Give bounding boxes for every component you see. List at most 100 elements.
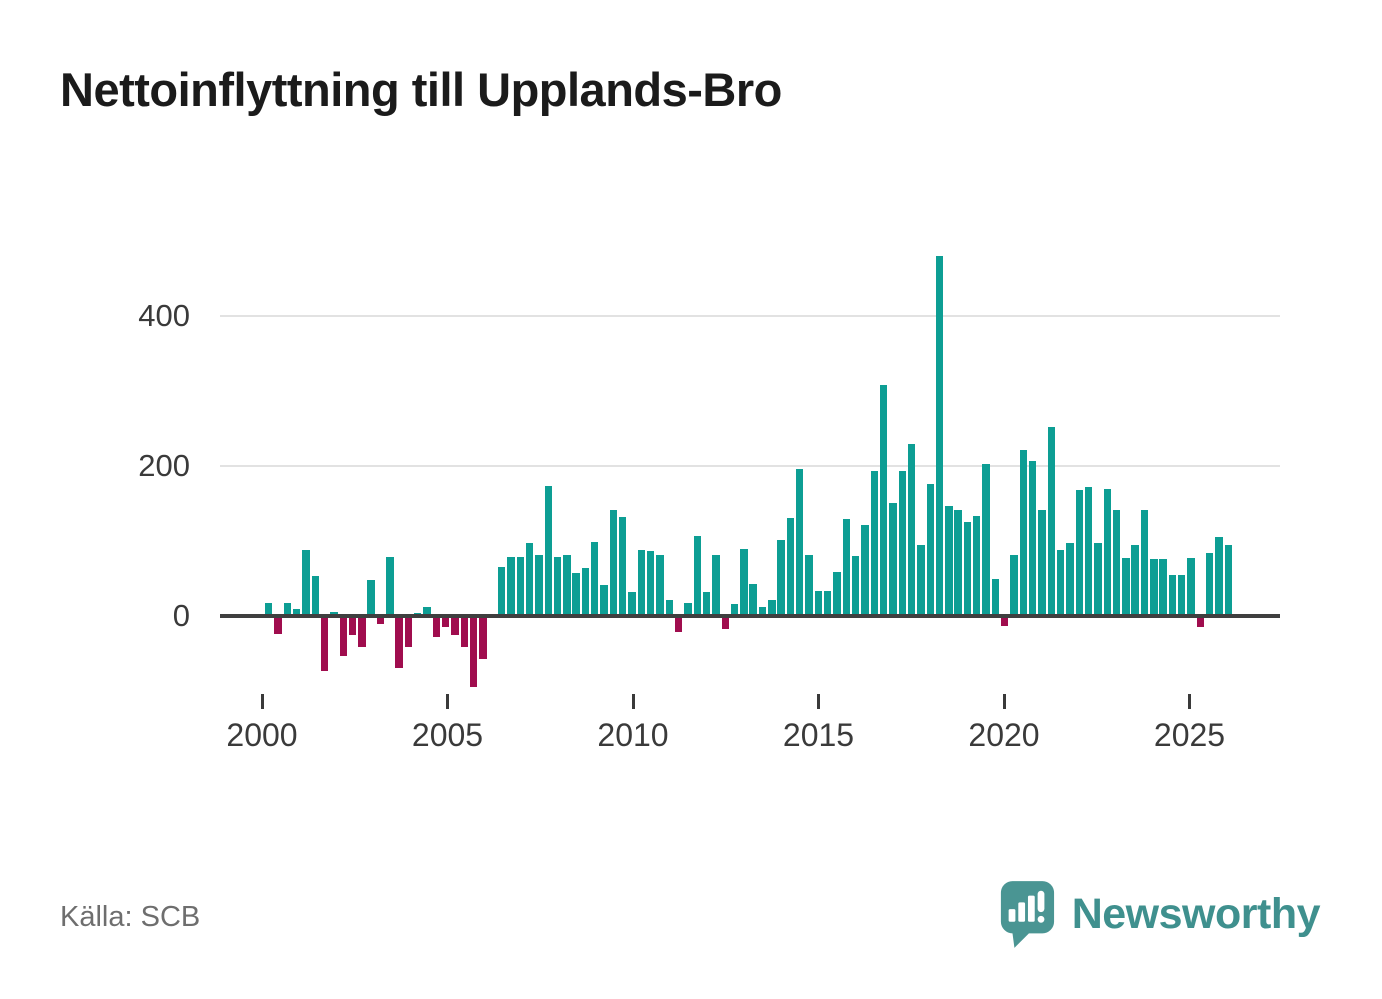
bar-2003-q1 — [376, 618, 385, 624]
bar-2024-q1 — [1159, 559, 1167, 616]
bar-2010-q4 — [665, 600, 674, 616]
bar-2021-q1 — [1047, 427, 1056, 616]
bar-2012-q3 — [730, 604, 739, 616]
bar-2005-q3 — [469, 618, 478, 687]
bar-2013-q3 — [768, 600, 776, 616]
bar-2014-q4 — [814, 591, 823, 616]
bar-2010-q2 — [646, 550, 655, 616]
bar-2009-q1 — [600, 585, 608, 616]
bar-2022-q2 — [1094, 542, 1102, 616]
bar-2000-q3 — [283, 603, 292, 616]
bar-2010-q3 — [656, 555, 664, 616]
bar-2021-q3 — [1066, 542, 1074, 616]
bar-2015-q4 — [851, 556, 860, 616]
bar-2025-q4 — [1224, 544, 1233, 616]
bar-2021-q4 — [1075, 490, 1083, 616]
bar-2016-q2 — [870, 471, 878, 616]
x-axis-label-2010: 2010 — [597, 717, 669, 753]
bar-2019-q4 — [1001, 618, 1009, 626]
bar-2021-q2 — [1056, 550, 1065, 616]
bar-2017-q4 — [926, 484, 934, 616]
bar-2004-q3 — [432, 618, 441, 637]
bar-2018-q3 — [954, 509, 962, 616]
bar-2022-q3 — [1103, 489, 1111, 616]
x-axis-zero-line — [220, 614, 1280, 618]
bar-2019-q1 — [973, 516, 981, 616]
bar-2001-q4 — [330, 611, 338, 616]
y-axis-label-0: 0 — [172, 598, 190, 633]
bar-2015-q3 — [842, 518, 851, 616]
x-tick-2015 — [817, 694, 820, 709]
bar-2002-q4 — [367, 580, 375, 616]
bar-2000-q2 — [274, 618, 282, 634]
bar-2008-q3 — [581, 568, 590, 616]
bar-2024-q4 — [1187, 558, 1195, 616]
bar-2013-q2 — [758, 607, 767, 616]
bar-2023-q4 — [1150, 559, 1158, 616]
bar-2007-q2 — [535, 554, 543, 616]
bar-2006-q3 — [507, 556, 515, 616]
x-tick-2025 — [1188, 694, 1191, 709]
bar-2019-q2 — [982, 463, 990, 616]
bar-2008-q1 — [563, 555, 571, 616]
bar-2025-q2 — [1206, 553, 1214, 616]
bar-2000-q4 — [292, 609, 301, 616]
bar-2009-q4 — [628, 592, 636, 616]
bar-2017-q3 — [917, 544, 925, 616]
bar-2018-q4 — [963, 521, 972, 616]
bar-2020-q2 — [1019, 450, 1028, 616]
bar-2003-q4 — [404, 618, 413, 648]
x-axis-label-2005: 2005 — [411, 717, 484, 753]
bar-2011-q1 — [674, 618, 683, 633]
bar-2018-q2 — [945, 505, 953, 616]
bar-2020-q1 — [1010, 554, 1018, 616]
bar-2005-q2 — [460, 618, 469, 647]
bar-2016-q3 — [879, 385, 888, 616]
gridline-200 — [220, 465, 1280, 467]
bar-2011-q3 — [693, 535, 701, 616]
bar-2022-q1 — [1084, 487, 1093, 616]
bar-2023-q3 — [1140, 509, 1149, 616]
bar-2003-q3 — [395, 618, 403, 669]
bar-2017-q1 — [898, 471, 906, 616]
bar-2014-q3 — [805, 554, 813, 616]
bar-2005-q1 — [451, 618, 459, 636]
bar-2007-q1 — [525, 543, 534, 616]
bar-2025-q3 — [1215, 536, 1223, 616]
newsworthy-logo-icon — [998, 879, 1056, 949]
x-axis-label-2000: 2000 — [226, 717, 298, 753]
bar-2012-q4 — [740, 548, 748, 616]
x-tick-2020 — [1002, 694, 1006, 709]
bar-2012-q1 — [712, 555, 720, 616]
bar-2011-q2 — [684, 602, 692, 616]
bar-2006-q2 — [497, 566, 506, 616]
bar-2017-q2 — [907, 443, 916, 616]
bar-2016-q1 — [861, 524, 869, 616]
bar-2007-q3 — [544, 485, 552, 616]
bar-2014-q2 — [796, 469, 804, 616]
bar-2015-q1 — [824, 591, 832, 616]
bar-2024-q2 — [1168, 574, 1177, 616]
bar-2022-q4 — [1112, 509, 1121, 616]
bar-2024-q3 — [1178, 574, 1186, 616]
bar-2009-q2 — [609, 509, 618, 616]
bar-2023-q1 — [1122, 557, 1130, 616]
bar-2014-q1 — [786, 517, 795, 616]
bar-2002-q1 — [339, 618, 347, 656]
brand-name: Newsworthy — [1071, 889, 1321, 938]
bar-2011-q4 — [702, 592, 711, 616]
bar-2010-q1 — [637, 550, 646, 616]
bar-2020-q4 — [1038, 510, 1046, 616]
brand-lockup: Newsworthy — [998, 876, 1321, 952]
bar-2002-q3 — [358, 618, 366, 648]
bar-2016-q4 — [889, 502, 897, 616]
x-axis-label-2020: 2020 — [968, 717, 1040, 753]
bar-2025-q1 — [1196, 618, 1205, 627]
bar-2018-q1 — [935, 256, 944, 616]
bar-2008-q2 — [572, 573, 580, 616]
y-axis-label-400: 400 — [138, 298, 190, 333]
bar-2012-q2 — [721, 618, 729, 629]
bar-2001-q2 — [311, 576, 319, 616]
